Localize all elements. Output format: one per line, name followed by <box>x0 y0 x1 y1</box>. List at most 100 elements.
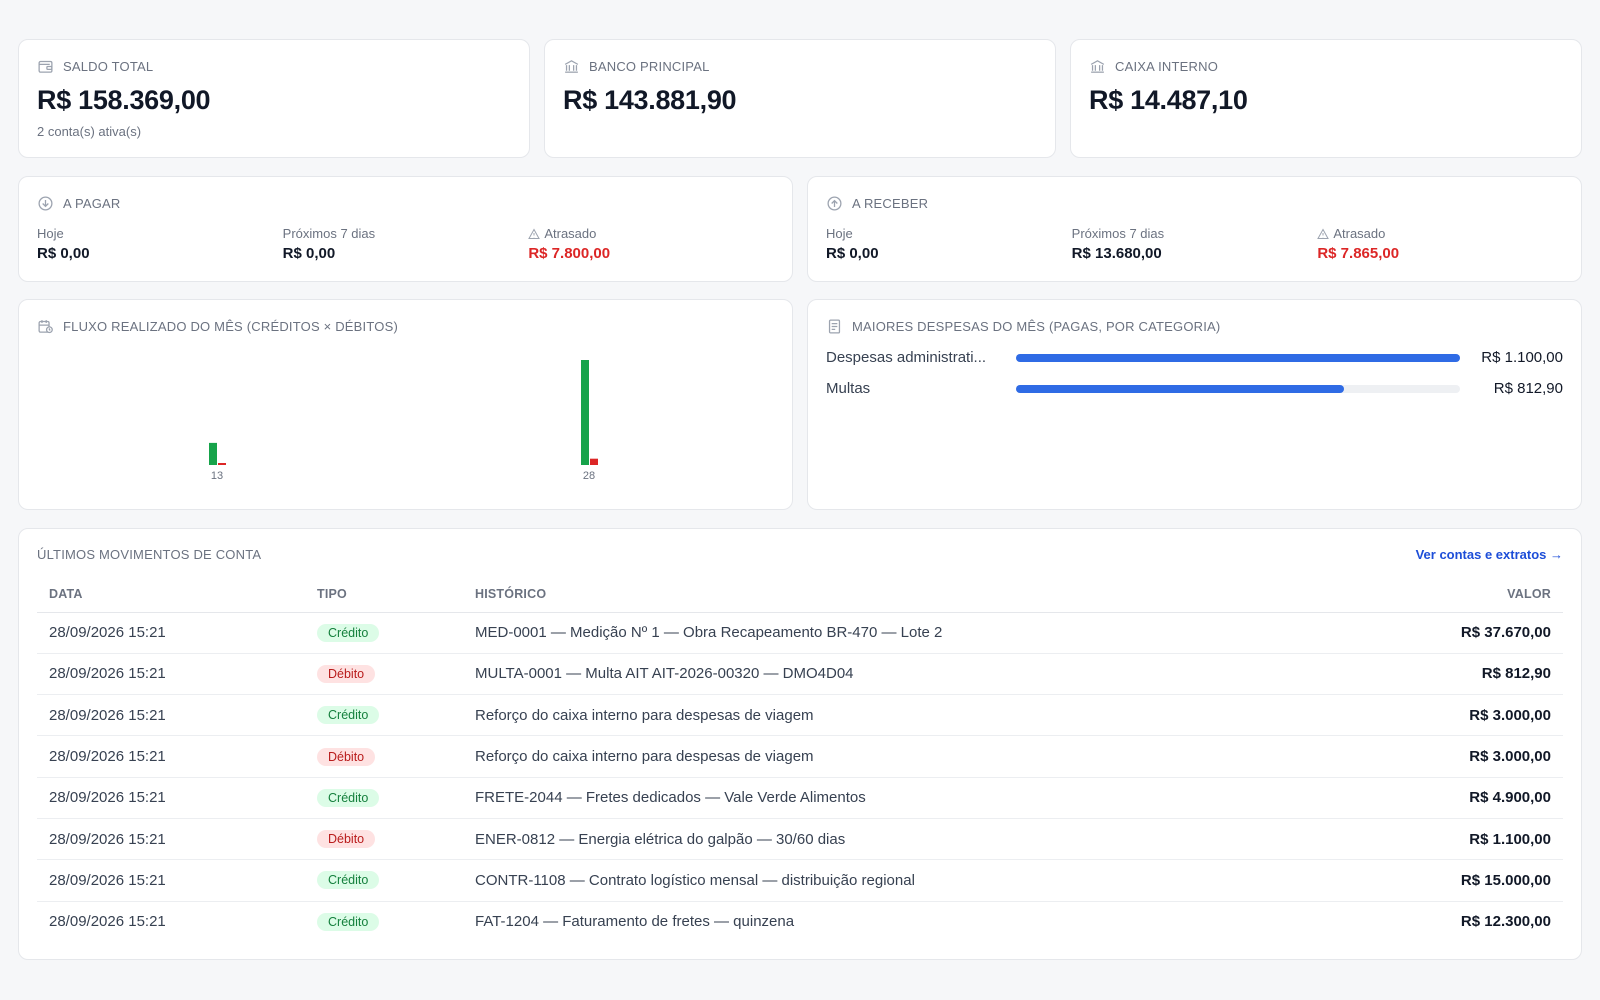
row-valor: R$ 15.000,00 <box>1355 859 1563 902</box>
wallet-icon <box>38 60 53 73</box>
receber-hoje-value: R$ 0,00 <box>826 245 879 262</box>
receber-atrasado-label: Atrasado <box>1333 226 1386 241</box>
pagar-proximos-value: R$ 0,00 <box>282 245 336 262</box>
receber-hoje-label: Hoje <box>826 226 853 241</box>
row-historico: Reforço do caixa interno para despesas d… <box>463 735 1356 778</box>
pagar-atrasado: Atrasado R$ 7.800,00 <box>528 226 774 262</box>
row-data: 28/09/2026 15:21 <box>49 913 166 931</box>
despesa-row-multas: Multas R$ 812,90 <box>826 380 1563 397</box>
pagar-proximos-label: Próximos 7 dias <box>282 226 376 241</box>
ultimos-movimentos-title: ÚLTIMOS MOVIMENTOS DE CONTA <box>37 547 262 562</box>
table-row[interactable]: 28/09/2026 15:21 Crédito CONTR-1108 — Cont… <box>37 859 1563 902</box>
caixa-interno-header: CAIXA INTERNO <box>1089 58 1563 75</box>
despesa-bar-fill <box>1016 384 1345 393</box>
a-pagar-label: A PAGAR <box>63 196 121 211</box>
fluxo-chart-title: FLUXO REALIZADO DO MÊS (CRÉDITOS × DÉBIT… <box>63 319 398 334</box>
banco-principal-card: BANCO PRINCIPAL R$ 143.881,90 <box>544 39 1056 158</box>
table-row[interactable]: 28/09/2026 15:21 Débito Reforço do caixa i… <box>37 735 1563 778</box>
tipo-badge: Débito <box>317 830 376 849</box>
pagar-proximos: Próximos 7 dias R$ 0,00 <box>283 226 529 262</box>
despesa-bar-track <box>1016 384 1460 393</box>
row-valor: R$ 37.670,00 <box>1355 612 1563 654</box>
a-pagar-header: A PAGAR <box>37 195 774 212</box>
tipo-badge: Débito <box>317 664 376 683</box>
receber-hoje: Hoje R$ 0,00 <box>826 226 1072 262</box>
row-valor: R$ 4.900,00 <box>1355 777 1563 819</box>
row-historico: ENER-0812 — Energia elétrica do galpão —… <box>463 818 1356 861</box>
x-tick-label: 13 <box>211 470 223 482</box>
maiores-despesas-title: MAIORES DESPESAS DO MÊS (PAGAS, POR CATE… <box>852 319 1221 334</box>
a-receber-card: A RECEBER Hoje R$ 0,00 Próximos 7 dias R… <box>807 176 1582 282</box>
caixa-interno-card: CAIXA INTERNO R$ 14.487,10 <box>1070 39 1582 158</box>
tipo-badge: Crédito <box>317 623 380 642</box>
row-data: 28/09/2026 15:21 <box>37 653 305 696</box>
despesa-value: R$ 1.100,00 <box>1481 349 1563 366</box>
bar-credito-28[interactable] <box>581 360 589 465</box>
row-historico: Reforço do caixa interno para despesas d… <box>463 694 1356 737</box>
calendar-clock-icon <box>38 320 53 334</box>
receipt-icon <box>828 319 841 334</box>
row-data: 28/09/2026 15:21 <box>37 818 305 861</box>
saldo-total-label: SALDO TOTAL <box>63 59 154 74</box>
bar-debito-13[interactable] <box>218 463 226 465</box>
bank-icon <box>1090 60 1105 73</box>
banco-principal-label: BANCO PRINCIPAL <box>589 59 710 74</box>
tipo-badge: Débito <box>317 747 376 766</box>
receber-proximos-label: Próximos 7 dias <box>1071 226 1165 241</box>
receber-proximos: Próximos 7 dias R$ 13.680,00 <box>1072 226 1318 262</box>
fluxo-chart-card: FLUXO REALIZADO DO MÊS (CRÉDITOS × DÉBIT… <box>18 299 793 510</box>
col-header-historico[interactable]: HISTÓRICO <box>463 576 1356 613</box>
despesa-name: Despesas administrati... <box>826 349 987 366</box>
despesa-value: R$ 812,90 <box>1493 380 1563 397</box>
pagar-hoje-value: R$ 0,00 <box>37 245 90 262</box>
row-valor: R$ 3.000,00 <box>1355 694 1563 737</box>
a-receber-header: A RECEBER <box>826 195 1563 212</box>
fluxo-chart: 13 28 <box>209 360 598 482</box>
pagar-atrasado-label: Atrasado <box>544 226 597 241</box>
col-header-tipo[interactable]: TIPO <box>305 576 463 613</box>
bar-debito-28[interactable] <box>590 458 598 465</box>
table-row[interactable]: 28/09/2026 15:21 Crédito FAT-1204 — Fatura… <box>37 901 1563 942</box>
banco-principal-value: R$ 143.881,90 <box>563 85 737 115</box>
receber-atrasado: Atrasado R$ 7.865,00 <box>1317 226 1563 262</box>
ver-contas-extratos-link[interactable]: Ver contas e extratos → <box>1415 547 1563 562</box>
table-row[interactable]: 28/09/2026 15:21 Débito MULTA-0001 — Multa… <box>37 653 1563 696</box>
row-historico: FRETE-2044 — Fretes dedicados — Vale Ver… <box>463 777 1356 819</box>
receber-atrasado-value: R$ 7.865,00 <box>1317 245 1400 262</box>
table-row[interactable]: 28/09/2026 15:21 Crédito FRETE-2044 — Fret… <box>37 777 1563 819</box>
fluxo-chart-header: FLUXO REALIZADO DO MÊS (CRÉDITOS × DÉBIT… <box>37 318 774 335</box>
row-historico: FAT-1204 — Faturamento de fretes — quinz… <box>475 913 795 931</box>
maiores-despesas-card: MAIORES DESPESAS DO MÊS (PAGAS, POR CATE… <box>807 299 1582 510</box>
table-row[interactable]: 28/09/2026 15:21 Crédito Reforço do caixa … <box>37 694 1563 737</box>
maiores-despesas-header: MAIORES DESPESAS DO MÊS (PAGAS, POR CATE… <box>826 318 1563 335</box>
a-pagar-card: A PAGAR Hoje R$ 0,00 Próximos 7 dias R$ … <box>18 176 793 282</box>
saldo-total-card: SALDO TOTAL R$ 158.369,00 2 conta(s) ati… <box>18 39 530 158</box>
despesa-bar-track <box>1016 353 1460 362</box>
banco-principal-header: BANCO PRINCIPAL <box>563 58 1037 75</box>
row-data: 28/09/2026 15:21 <box>37 694 305 737</box>
warning-triangle-icon <box>1317 227 1330 239</box>
row-valor: R$ 812,90 <box>1355 653 1563 696</box>
row-data: 28/09/2026 15:21 <box>37 777 305 819</box>
tipo-badge: Crédito <box>317 788 380 807</box>
warning-triangle-icon <box>528 227 541 239</box>
receber-proximos-value: R$ 13.680,00 <box>1071 245 1162 262</box>
row-data: 28/09/2026 15:21 <box>37 859 305 902</box>
pagar-hoje-label: Hoje <box>37 226 64 241</box>
caixa-interno-value: R$ 14.487,10 <box>1089 85 1248 115</box>
bank-icon <box>564 60 579 73</box>
col-header-data[interactable]: DATA <box>37 576 305 613</box>
col-header-valor[interactable]: VALOR <box>1355 576 1563 613</box>
row-data: 28/09/2026 15:21 <box>37 735 305 778</box>
arrow-down-circle-icon <box>38 196 53 211</box>
pagar-atrasado-value: R$ 7.800,00 <box>528 245 611 262</box>
despesa-name: Multas <box>826 380 871 397</box>
pagar-hoje: Hoje R$ 0,00 <box>37 226 283 262</box>
row-historico: CONTR-1108 — Contrato logístico mensal —… <box>463 859 1356 902</box>
table-row[interactable]: 28/09/2026 15:21 Crédito MED-0001 — Mediçã… <box>37 612 1563 654</box>
despesa-row-administrativas: Despesas administrati... R$ 1.100,00 <box>826 349 1563 366</box>
bar-credito-13[interactable] <box>209 442 217 465</box>
tipo-badge: Crédito <box>317 912 380 931</box>
despesa-bar-fill <box>1016 353 1460 362</box>
table-row[interactable]: 28/09/2026 15:21 Débito ENER-0812 — Energi… <box>37 818 1563 861</box>
